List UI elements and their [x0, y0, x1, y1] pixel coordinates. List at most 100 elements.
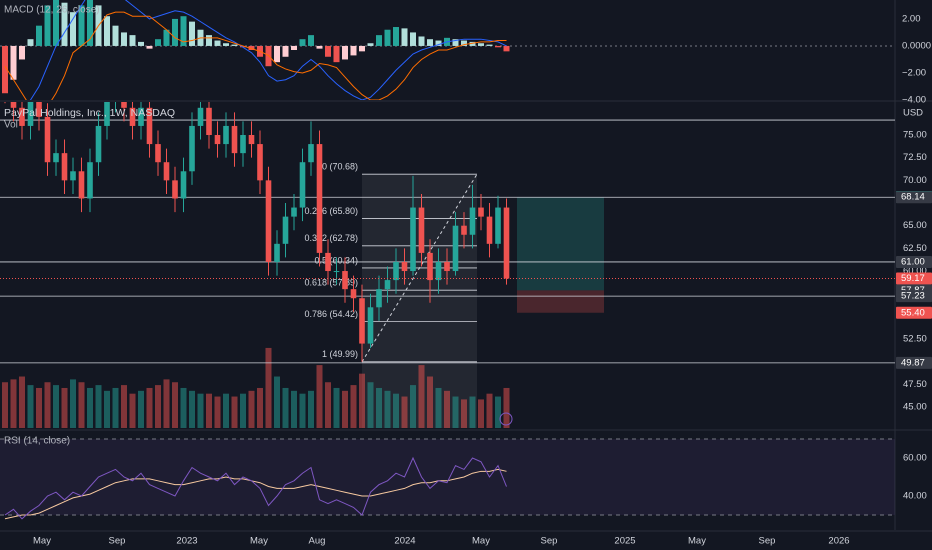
macd-histogram-bar [87, 0, 93, 46]
macd-histogram-bar [393, 27, 399, 46]
macd-histogram-bar [308, 35, 314, 46]
fib-trend [361, 173, 478, 363]
currency-label[interactable]: USD [903, 108, 923, 119]
candle-body [469, 207, 476, 235]
macd-histogram-bar [478, 43, 484, 46]
volume-bar [10, 379, 17, 428]
volume-bar [104, 390, 110, 428]
volume-bar [367, 382, 374, 428]
candle-body [316, 144, 323, 253]
macd-histogram-bar [223, 43, 229, 46]
volume-bar [112, 387, 119, 428]
candle-body [10, 102, 17, 108]
macd-histogram-bar [452, 39, 459, 46]
candle-body [427, 252, 433, 281]
candle-body [384, 280, 391, 290]
candle-body [461, 225, 467, 235]
candle-body [452, 225, 459, 272]
chart-title[interactable]: PayPal Holdings, Inc., 1W, NASDAQ [4, 107, 175, 119]
volume-bar [299, 393, 306, 428]
macd-histogram-bar [53, 0, 59, 46]
volume-bar [452, 396, 459, 428]
candle-body [138, 107, 144, 126]
rsi-band [0, 439, 895, 515]
volume-label: Vol [4, 120, 18, 131]
volume-bar [308, 390, 314, 428]
candle-body [342, 271, 348, 290]
y-tick-label: 47.50 [903, 379, 927, 390]
macd-histogram-bar [121, 32, 127, 46]
volume-bar [384, 390, 391, 428]
candle-body [70, 171, 76, 181]
x-tick-label: Aug [309, 536, 326, 547]
macd-histogram-bar [36, 25, 42, 46]
x-tick-label: Sep [759, 536, 776, 547]
volume-bar [478, 399, 484, 428]
rsi-tick-label: 40.00 [903, 491, 927, 502]
volume-bar [78, 382, 85, 428]
volume-bar [214, 396, 221, 428]
volume-bar [197, 393, 204, 428]
y-tick-label: 72.50 [903, 152, 927, 163]
x-tick-label: May [472, 536, 490, 547]
position-stop [517, 290, 604, 313]
x-tick-label: 2023 [176, 536, 197, 547]
x-tick-label: 2024 [394, 536, 415, 547]
macd-histogram-bar [44, 5, 51, 46]
volume-bar [333, 387, 340, 428]
macd-histogram-bar [206, 35, 212, 46]
candle-body [78, 171, 85, 199]
volume-bar [444, 390, 450, 428]
candle-body [265, 180, 272, 262]
volume-bar [265, 347, 272, 428]
macd-histogram-bar [291, 45, 297, 50]
fib-label: 0 (70.68) [322, 162, 358, 172]
macd-histogram-bar [10, 45, 17, 80]
macd-histogram-bar [155, 39, 161, 46]
volume-bar [240, 393, 246, 428]
volume-bar [19, 376, 25, 428]
macd-histogram-bar [325, 45, 331, 57]
macd-histogram-bar [410, 32, 416, 46]
event-icon[interactable] [499, 412, 513, 426]
axes: 75.00 72.50 70.00 65.00 62.50 60.00 52.50 47.50… [33, 13, 932, 547]
macd-histogram-bar [231, 44, 238, 46]
volume-bar [121, 385, 127, 428]
y-tick-label: 65.00 [903, 220, 927, 231]
macd-histogram-bar [367, 43, 374, 46]
macd-histogram-bar [180, 16, 187, 46]
fib-label: 1 (49.99) [322, 349, 358, 359]
x-tick-label: May [33, 536, 51, 547]
candle-body [478, 207, 484, 217]
volume-bar [206, 393, 212, 428]
macd-histogram-bar [112, 25, 119, 46]
macd-histogram-bar [70, 12, 76, 46]
volume-bar [410, 385, 416, 428]
macd-histogram-bar [486, 44, 493, 46]
volume-bar [342, 390, 348, 428]
macd-histogram-bar [503, 45, 510, 52]
macd-tick-label: −4.00 [902, 95, 926, 106]
price-badge [896, 191, 932, 204]
rsi-ma-line [4, 468, 507, 520]
candle-body [257, 144, 263, 181]
price-badge [896, 272, 932, 285]
rsi-line [4, 456, 507, 520]
macd-histogram-bar [299, 39, 306, 46]
price-panel: 0 (70.68)0.236 (65.80)0.382 (62.78)0.5 (… [0, 102, 895, 428]
candle-body [36, 102, 42, 117]
volume-bar [486, 393, 493, 428]
macd-histogram-bar [282, 45, 289, 57]
macd-histogram-bar [401, 28, 408, 46]
candle-body [155, 144, 161, 163]
candle-body [163, 162, 170, 181]
candle-body [206, 107, 212, 136]
volume-bar [163, 379, 170, 428]
rsi-title: RSI (14, close) [4, 436, 70, 447]
candle-body [240, 135, 246, 154]
signal-line [4, 11, 507, 100]
volume-bar [95, 385, 102, 428]
volume-bar [376, 387, 382, 428]
candle-body [359, 298, 365, 344]
candle-body [410, 207, 416, 272]
